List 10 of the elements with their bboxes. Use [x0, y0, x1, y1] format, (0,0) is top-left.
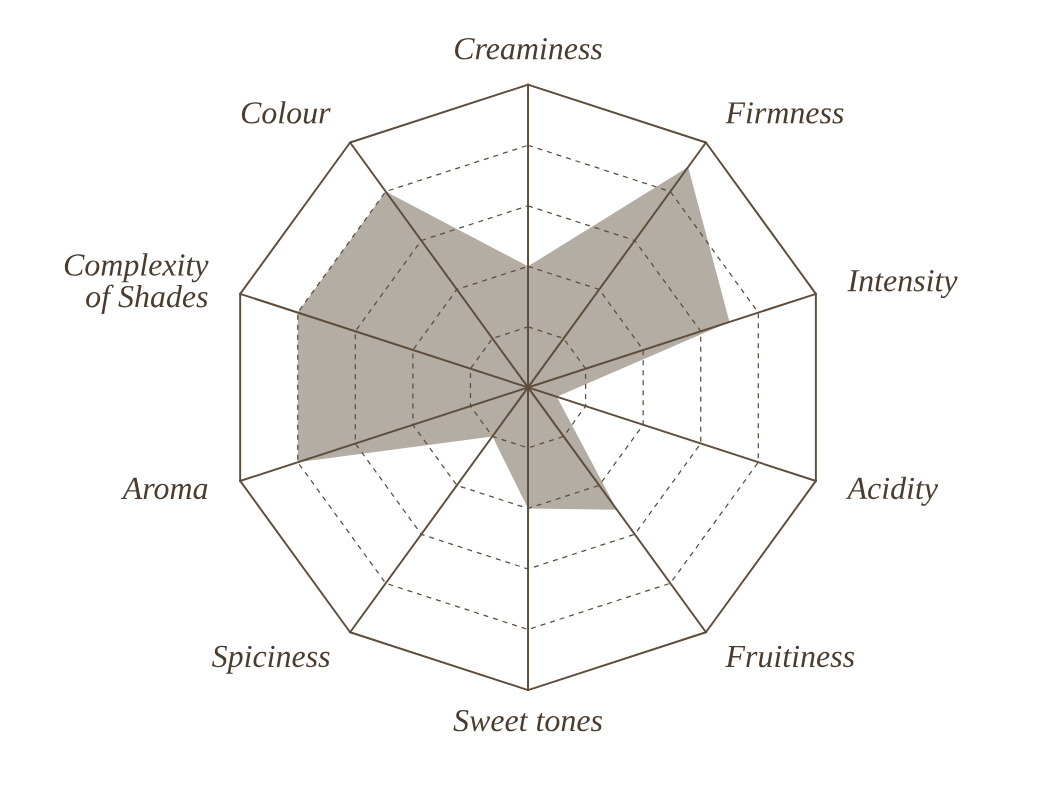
- spoke-label: Colour: [241, 101, 331, 124]
- spoke-label: Spiciness: [212, 645, 330, 674]
- spoke-label: Sweet tones: [453, 709, 603, 732]
- spoke-label: Firmness: [725, 102, 844, 124]
- spoke-label: Creaminess: [454, 37, 602, 60]
- spoke-label: Intensity: [847, 270, 958, 299]
- spoke-label: Complexity of Shades: [64, 253, 209, 314]
- spoke-label: Acidity: [845, 476, 939, 506]
- spoke-label: Fruitiness: [725, 645, 855, 668]
- spoke-label: Aroma: [121, 477, 208, 500]
